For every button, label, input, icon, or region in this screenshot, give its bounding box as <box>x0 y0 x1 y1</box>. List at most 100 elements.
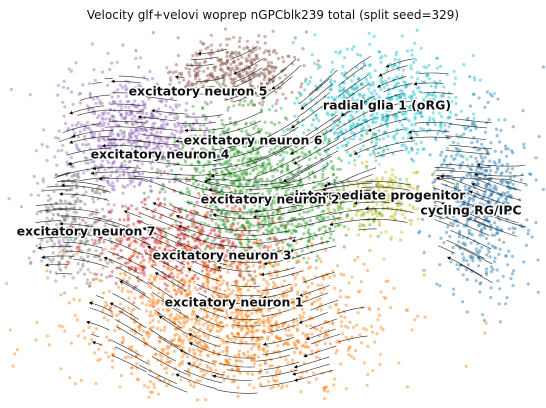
velocity-streamline <box>293 356 330 369</box>
velocity-streamline <box>338 64 367 86</box>
velocity-streamline <box>216 265 252 272</box>
cluster-points-cycling-rg-ipc <box>409 65 546 324</box>
velocity-streamline <box>203 179 254 187</box>
velocity-streamline <box>260 369 298 378</box>
velocity-streamline <box>222 259 258 263</box>
velocity-streamline <box>144 252 180 272</box>
velocity-streamline <box>367 118 407 132</box>
velocity-streamline <box>104 222 148 240</box>
velocity-streamline <box>254 155 302 178</box>
velocity-streamline <box>309 318 338 330</box>
velocity-streamline <box>174 163 222 166</box>
velocity-streamline <box>140 212 186 232</box>
velocity-streamline <box>184 127 226 133</box>
velocity-streamline <box>106 139 149 142</box>
velocity-streamline <box>158 315 189 335</box>
velocity-streamline <box>174 75 185 79</box>
velocity-streamline <box>267 324 296 333</box>
velocity-streamline <box>104 126 143 129</box>
velocity-streamline <box>66 147 111 156</box>
velocity-streamline <box>212 374 253 381</box>
velocity-streamline <box>171 155 219 159</box>
velocity-streamline <box>261 283 292 291</box>
velocity-streamline <box>222 120 262 134</box>
velocity-streamline <box>471 183 521 201</box>
cluster-label: excitatory neuron 6 <box>184 133 323 148</box>
chart-title: Velocity glf+velovi woprep nGPCblk239 to… <box>86 8 460 22</box>
velocity-streamline <box>60 215 106 223</box>
velocity-streamline <box>185 201 224 212</box>
velocity-streamline <box>323 129 366 152</box>
velocity-streamline <box>127 177 176 192</box>
velocity-streamline <box>268 58 297 82</box>
velocity-streamline <box>408 136 452 140</box>
velocity-streamline <box>116 326 146 344</box>
velocity-streamline <box>139 154 186 159</box>
velocity-streamline <box>89 307 114 318</box>
cluster-label: excitatory neuron 4 <box>91 147 230 162</box>
velocity-streamline <box>133 160 180 165</box>
velocity-streamline <box>415 108 451 112</box>
velocity-streamline <box>91 334 100 338</box>
velocity-streamline <box>103 238 143 255</box>
velocity-streamline <box>214 226 259 232</box>
velocity-streamline <box>440 163 488 168</box>
velocity-streamline <box>385 58 415 68</box>
velocity-streamline <box>294 369 334 382</box>
velocity-streamline <box>37 236 73 240</box>
velocity-streamline <box>455 118 492 124</box>
velocity-streamline <box>208 140 252 151</box>
velocity-streamline <box>373 92 405 105</box>
velocity-streamline <box>175 373 217 389</box>
velocity-streamline <box>230 284 261 287</box>
velocity-streamline <box>448 123 488 129</box>
velocity-streamline <box>92 166 141 171</box>
velocity-streamline <box>59 136 74 142</box>
velocity-streamline <box>190 56 219 60</box>
velocity-streamline <box>177 241 217 256</box>
velocity-streamline <box>296 217 341 228</box>
velocity-streamline <box>203 193 252 201</box>
velocity-streamline <box>380 100 414 110</box>
velocity-streamline <box>334 118 373 140</box>
cluster-label: intermediate progenitor <box>295 188 467 203</box>
velocity-streamline <box>271 65 302 90</box>
velocity-streamline <box>212 213 261 219</box>
velocity-streamline <box>446 256 483 277</box>
cluster-labels: excitatory neuron 5 radial glia 1 (oRG) ex… <box>15 82 523 311</box>
velocity-streamline <box>147 373 188 393</box>
velocity-streamline <box>225 111 262 126</box>
velocity-streamline <box>178 121 216 124</box>
cell-points <box>5 27 546 402</box>
velocity-streamline <box>90 171 140 175</box>
velocity-streamline <box>376 76 407 88</box>
velocity-streamline <box>291 230 336 243</box>
velocity-streamline <box>112 355 147 373</box>
cluster-label: excitatory neuron 5 <box>129 84 268 99</box>
velocity-streamline <box>213 148 260 162</box>
velocity-streamline <box>256 138 301 161</box>
velocity-streamline <box>215 235 257 240</box>
velocity-streamline <box>187 268 221 282</box>
velocity-streamline <box>151 356 188 375</box>
velocity-streamline <box>329 218 377 226</box>
velocity-streamline <box>103 256 140 274</box>
velocity-streamline <box>95 295 105 299</box>
velocity-streamline <box>229 46 258 60</box>
velocity-streamline <box>196 283 226 296</box>
velocity-streamline <box>71 130 114 138</box>
velocity-streamline <box>152 292 181 311</box>
velocity-streamline <box>381 109 417 119</box>
velocity-streamline <box>256 127 299 150</box>
velocity-streamline <box>431 214 446 220</box>
velocity-streamline <box>468 190 519 209</box>
velocity-streamline <box>473 178 522 191</box>
cluster-label: excitatory neuron 7 <box>17 224 156 239</box>
velocity-streamline <box>255 236 297 244</box>
velocity-streamline <box>228 75 258 89</box>
velocity-streamline <box>197 292 226 304</box>
velocity-streamline <box>408 130 450 134</box>
velocity-streamline <box>450 230 492 250</box>
velocity-streamline <box>211 158 259 170</box>
